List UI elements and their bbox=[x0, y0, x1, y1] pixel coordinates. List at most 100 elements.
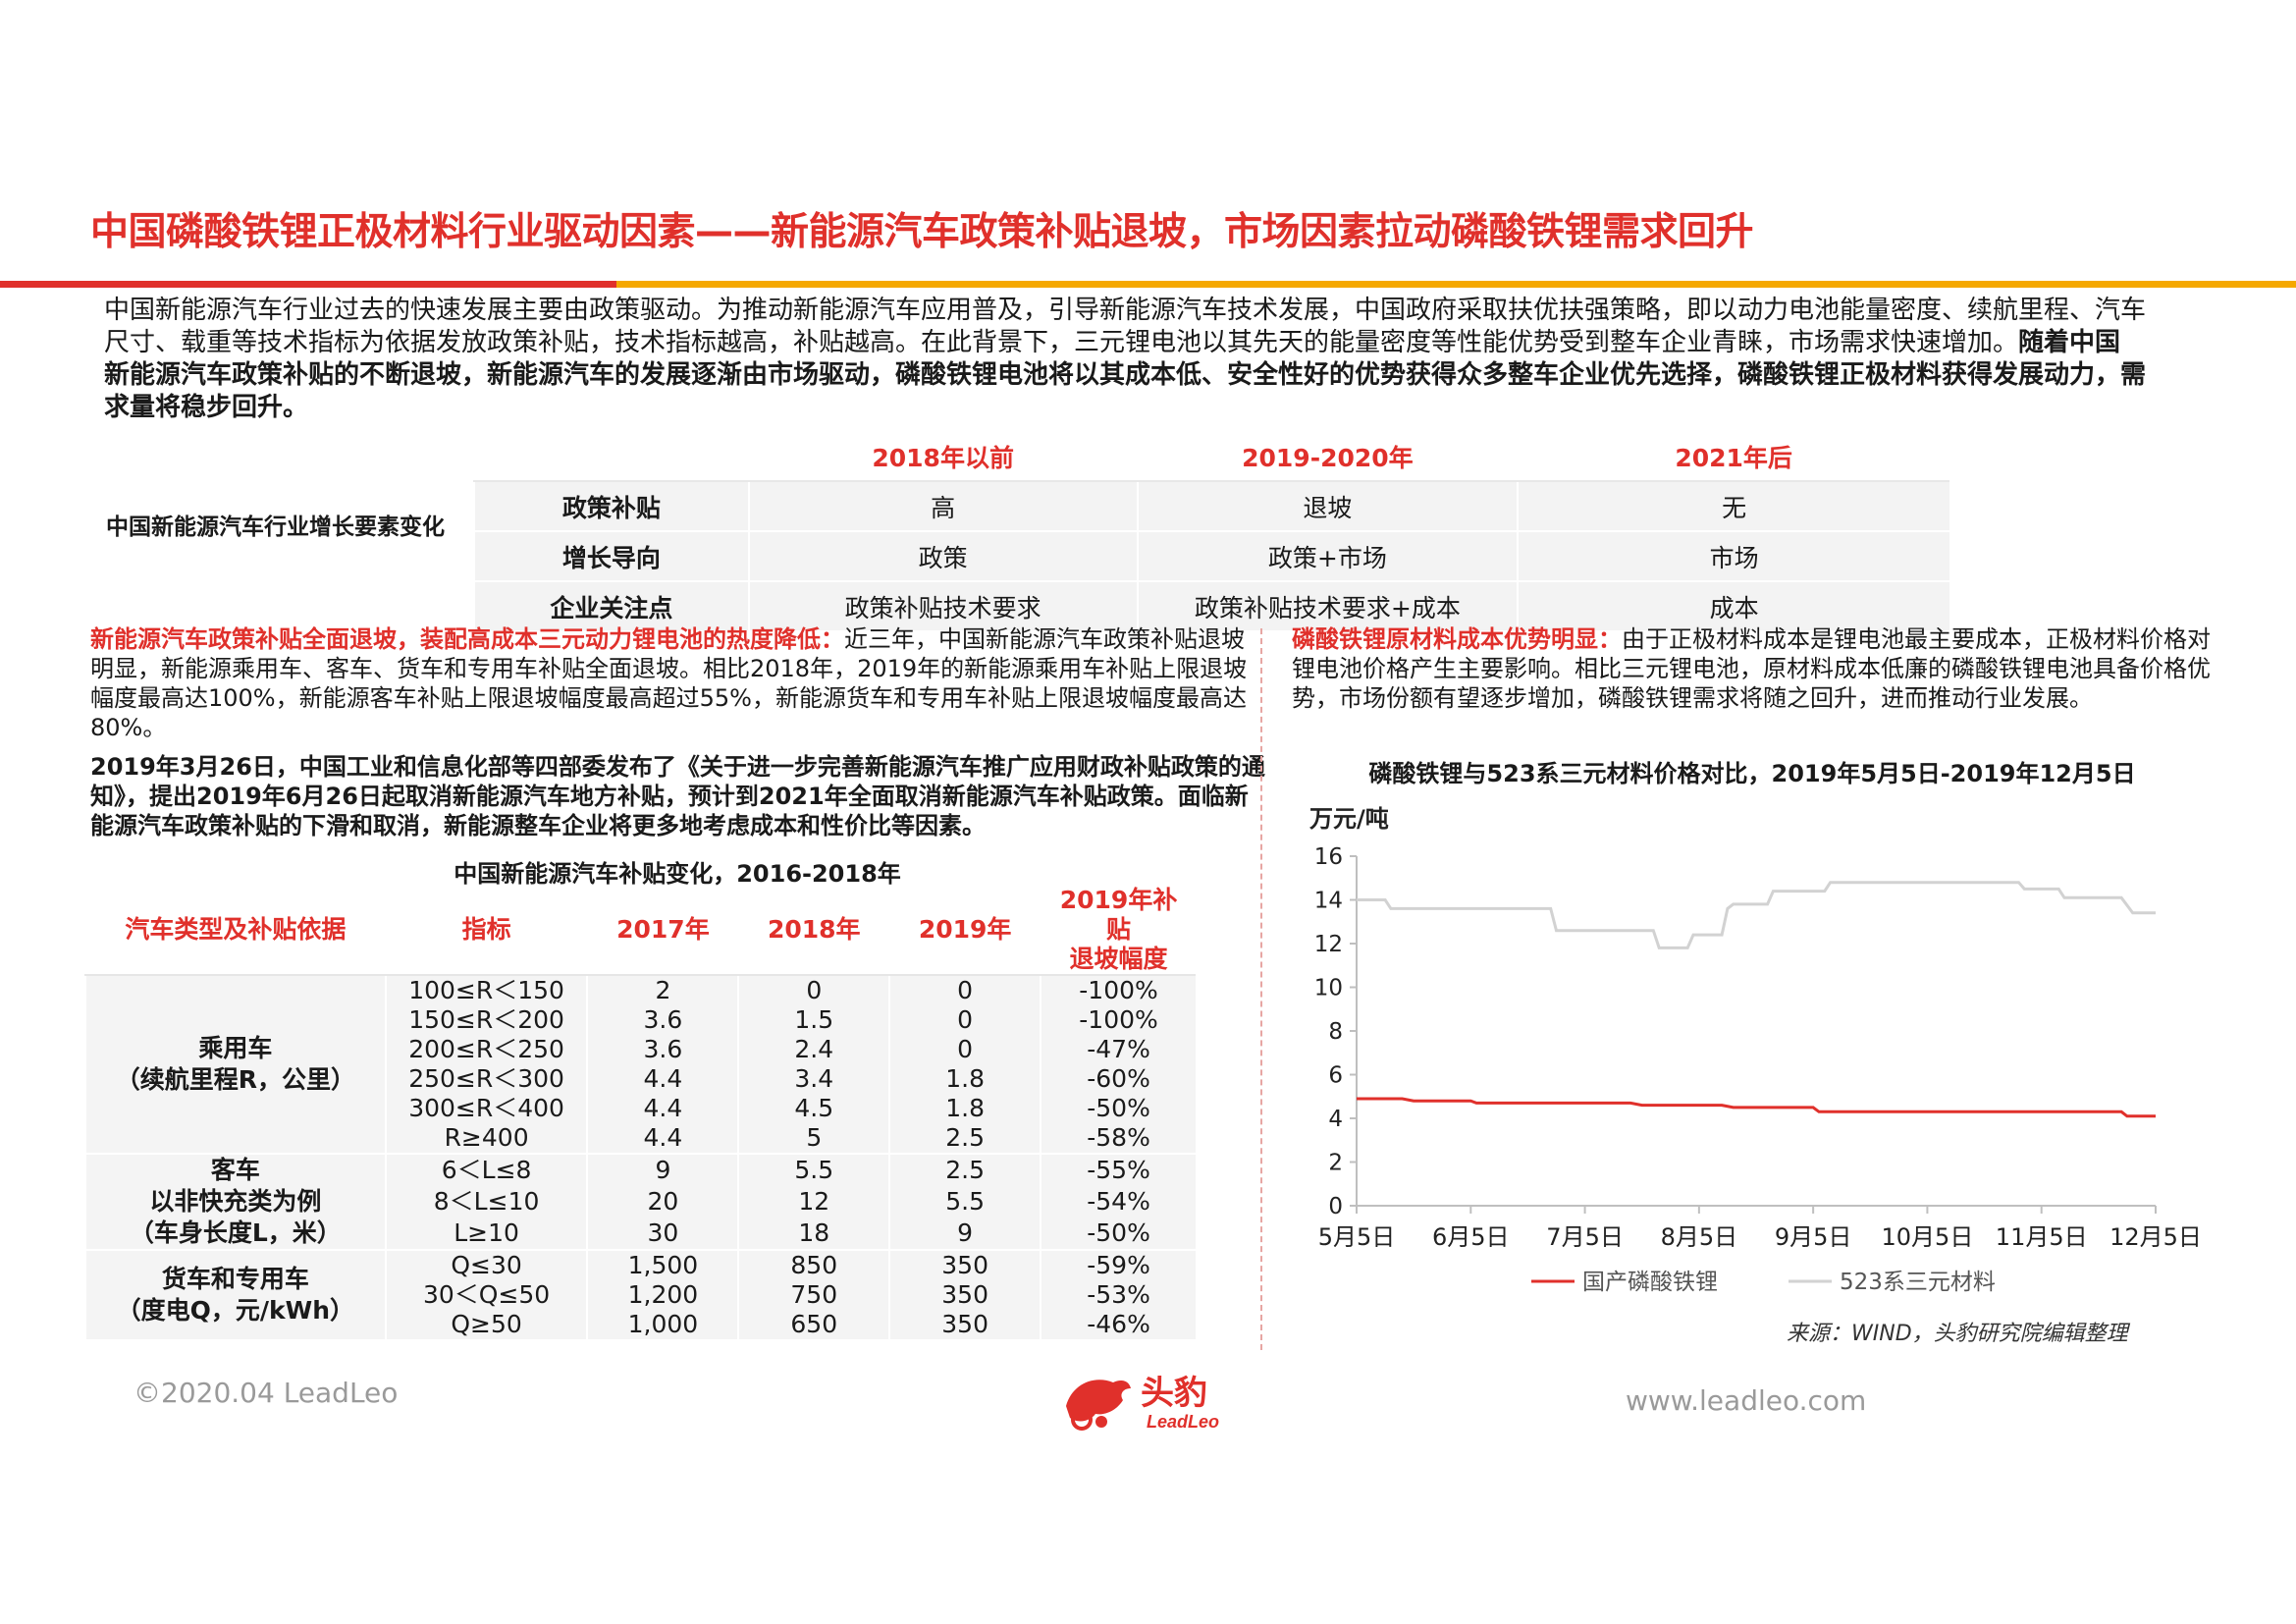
column-divider bbox=[1260, 628, 1262, 1350]
factor-table-label: 中国新能源汽车行业增长要素变化 bbox=[106, 514, 445, 540]
table-cell: 2 bbox=[586, 975, 739, 1005]
vehicle-group-line: （续航里程R，公里） bbox=[115, 1065, 355, 1094]
y-tick-label: 14 bbox=[1314, 889, 1343, 914]
vehicle-group-line: 以非快充类为例 bbox=[149, 1187, 322, 1216]
x-tick-label: 10月5日 bbox=[1882, 1223, 1974, 1251]
vehicle-group-cell: 客车 以非快充类为例 （车身长度L，米） bbox=[84, 1153, 386, 1250]
subsidy-table-title: 中国新能源汽车补贴变化，2016-2018年 bbox=[454, 860, 901, 888]
table-cell: 750 bbox=[737, 1280, 890, 1310]
table-cell: 250≤R＜300 bbox=[384, 1064, 588, 1094]
table-cell: 4.4 bbox=[586, 1064, 739, 1094]
table-cell: 200≤R＜250 bbox=[384, 1035, 588, 1064]
cost-advantage-paragraph: 磷酸铁锂原材料成本优势明显：由于正极材料成本是锂电池最主要成本，正极材料价格对锂… bbox=[1292, 624, 2213, 713]
table-cell: 12 bbox=[737, 1186, 890, 1218]
table-row: 增长导向 政策 政策+市场 市场 bbox=[473, 531, 1949, 582]
leadleo-logo: 头豹 LeadLeo bbox=[1062, 1367, 1249, 1439]
table-cell: 350 bbox=[888, 1310, 1041, 1339]
table-row: 250≤R＜300 4.4 3.4 1.8 -60% bbox=[85, 1064, 1196, 1094]
table-row: 30＜Q≤50 1,200 750 350 -53% bbox=[85, 1280, 1196, 1310]
policy-notice-paragraph: 2019年3月26日，中国工业和信息化部等四部委发布了《关于进一步完善新能源汽车… bbox=[90, 753, 1265, 839]
table-cell: -50% bbox=[1040, 1217, 1196, 1250]
ncm523-price-line bbox=[1357, 881, 2156, 949]
table-cell: 0 bbox=[888, 1035, 1041, 1064]
table-cell: 150≤R＜200 bbox=[384, 1005, 588, 1035]
table-cell: -54% bbox=[1040, 1186, 1196, 1218]
factor-header-cell: 2019-2020年 bbox=[1137, 432, 1519, 482]
x-tick-label: 7月5日 bbox=[1546, 1223, 1624, 1251]
table-cell: 1.5 bbox=[737, 1005, 890, 1035]
table-cell: -60% bbox=[1040, 1064, 1196, 1094]
table-cell: 2.4 bbox=[737, 1035, 890, 1064]
factor-row-header: 企业关注点 bbox=[473, 581, 749, 632]
table-cell: 6＜L≤8 bbox=[384, 1152, 588, 1187]
cost-advantage-heading: 磷酸铁锂原材料成本优势明显： bbox=[1292, 625, 1622, 653]
y-tick-label: 16 bbox=[1314, 844, 1343, 870]
factor-table: 2018年以前 2019-2020年 2021年后 政策补贴 高 退坡 无 增长… bbox=[473, 432, 1949, 632]
table-row: 政策补贴 高 退坡 无 bbox=[473, 481, 1949, 532]
subsidy-decline-paragraph: 新能源汽车政策补贴全面退坡，装配高成本三元动力锂电池的热度降低：近三年，中国新能… bbox=[90, 624, 1249, 742]
vehicle-group-line: （车身长度L，米） bbox=[129, 1218, 342, 1247]
table-row: 8＜L≤10 20 12 5.5 -54% bbox=[85, 1186, 1196, 1218]
table-cell: -50% bbox=[1040, 1094, 1196, 1123]
table-cell: 政策补贴技术要求 bbox=[747, 581, 1138, 632]
table-cell: -58% bbox=[1040, 1123, 1196, 1154]
title-rule-red bbox=[0, 281, 616, 288]
table-row: R≥400 4.4 5 2.5 -58% bbox=[85, 1123, 1196, 1154]
table-cell: -53% bbox=[1040, 1280, 1196, 1310]
table-cell: 1,000 bbox=[586, 1310, 739, 1339]
factor-header-cell bbox=[474, 432, 749, 482]
table-cell: 3.4 bbox=[737, 1064, 890, 1094]
table-cell: Q≤30 bbox=[384, 1249, 588, 1280]
table-cell: 8＜L≤10 bbox=[384, 1186, 588, 1218]
title-rule-yellow bbox=[616, 281, 2296, 288]
table-cell: 5.5 bbox=[888, 1186, 1041, 1218]
intro-normal-text: 中国新能源汽车行业过去的快速发展主要由政策驱动。为推动新能源汽车应用普及，引导新… bbox=[104, 296, 2147, 357]
x-tick-label: 12月5日 bbox=[2109, 1223, 2202, 1251]
y-tick-label: 4 bbox=[1328, 1107, 1343, 1132]
table-cell: 1.8 bbox=[888, 1094, 1041, 1123]
table-cell: -55% bbox=[1040, 1152, 1196, 1187]
intro-paragraph: 中国新能源汽车行业过去的快速发展主要由政策驱动。为推动新能源汽车应用普及，引导新… bbox=[104, 295, 2146, 424]
vehicle-group-line: 货车和专用车 bbox=[161, 1265, 309, 1293]
table-row: Q≥50 1,000 650 350 -46% bbox=[85, 1310, 1196, 1339]
table-cell: -46% bbox=[1040, 1310, 1196, 1339]
x-tick-label: 6月5日 bbox=[1432, 1223, 1510, 1251]
table-row: 150≤R＜200 3.6 1.5 0 -100% bbox=[85, 1005, 1196, 1035]
table-cell: 市场 bbox=[1517, 531, 1949, 582]
table-row: 企业关注点 政策补贴技术要求 政策补贴技术要求+成本 成本 bbox=[473, 581, 1949, 632]
table-cell: 350 bbox=[888, 1280, 1041, 1310]
x-tick-label: 5月5日 bbox=[1318, 1223, 1396, 1251]
table-cell: 2.5 bbox=[888, 1123, 1041, 1154]
table-cell: 300≤R＜400 bbox=[384, 1094, 588, 1123]
table-row: 客车 以非快充类为例 （车身长度L，米） 6＜L≤8 9 5.5 2.5 -55% bbox=[84, 1152, 1196, 1250]
x-tick-label: 11月5日 bbox=[1996, 1223, 2088, 1251]
y-tick-label: 10 bbox=[1314, 976, 1343, 1001]
table-cell: 30 bbox=[586, 1217, 739, 1250]
subsidy-header-line: 2019年补贴 bbox=[1059, 886, 1178, 944]
table-cell: 高 bbox=[747, 481, 1138, 532]
y-tick-label: 6 bbox=[1328, 1063, 1343, 1089]
table-cell: 0 bbox=[888, 1005, 1041, 1035]
table-row: 300≤R＜400 4.4 4.5 1.8 -50% bbox=[85, 1094, 1196, 1123]
website: www.leadleo.com bbox=[1626, 1384, 1867, 1417]
table-cell: 0 bbox=[737, 975, 890, 1005]
subsidy-table-body: 乘用车 （续航里程R，公里） 100≤R＜150 2 0 0 -100% 150≤R＜200 3… bbox=[84, 975, 1196, 1339]
subsidy-decline-text: 近三年，中国新能源汽车政策补贴退坡明显，新能源乘用车、客车、货车和专用车补贴全面… bbox=[90, 625, 1248, 741]
legend-label: 523系三元材料 bbox=[1840, 1270, 1996, 1295]
subsidy-table-header: 汽车类型及补贴依据 指标 2017年 2018年 2019年 2019年补贴 退坡… bbox=[84, 886, 1196, 976]
table-cell: 4.5 bbox=[737, 1094, 890, 1123]
table-cell: -47% bbox=[1040, 1035, 1196, 1064]
table-cell: R≥400 bbox=[384, 1123, 588, 1154]
table-cell: 2.5 bbox=[888, 1152, 1041, 1187]
y-tick-label: 0 bbox=[1328, 1194, 1343, 1219]
table-cell: 政策补贴技术要求+成本 bbox=[1136, 581, 1519, 632]
table-cell: 政策 bbox=[747, 531, 1138, 582]
table-cell: 18 bbox=[737, 1217, 890, 1250]
table-cell: 850 bbox=[737, 1249, 890, 1280]
table-cell: 100≤R＜150 bbox=[384, 975, 588, 1005]
subsidy-header-cell: 2018年 bbox=[737, 886, 890, 976]
vehicle-group-line: 乘用车 bbox=[198, 1034, 273, 1062]
cost-advantage-text: 由于正极材料成本是锂电池最主要成本，正极材料价格对锂电池价格产生主要影响。相比三… bbox=[1292, 625, 2211, 712]
subsidy-table: 汽车类型及补贴依据 指标 2017年 2018年 2019年 2019年补贴 退坡… bbox=[84, 886, 1196, 1339]
factor-row-header: 政策补贴 bbox=[473, 481, 749, 532]
